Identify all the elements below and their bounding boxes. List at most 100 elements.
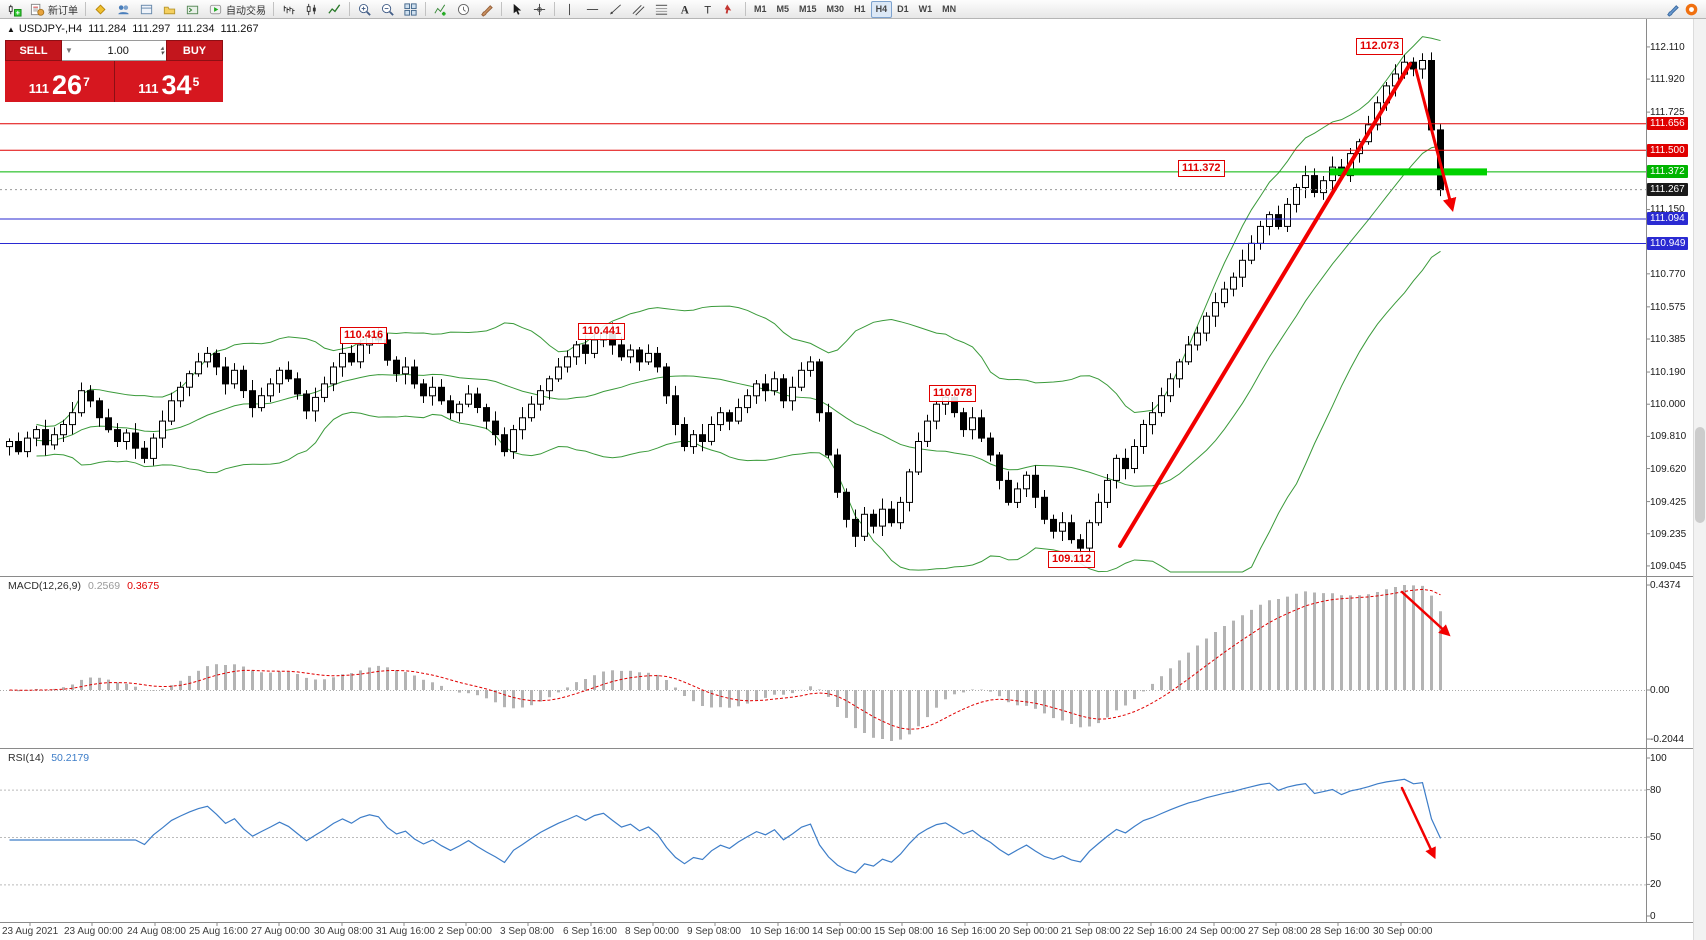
new-order-button-label: 新订单 [48,5,78,17]
volume-value[interactable]: 1.00 [107,44,129,57]
collapse-quotes-icon[interactable]: ▲ [7,25,15,34]
timeframe-m15-button[interactable]: M15 [799,4,817,14]
symbol-info-line: ▲ USDJPY-,H4 111.284 111.297 111.234 111.267 [7,23,265,35]
main-toolbar: 新订单 自动交易 A T M1 M5 M15 M30 H1 H4 D1 W1 MN [0,0,1706,19]
tile-windows-icon [403,2,418,17]
line-chart-icon [327,2,342,17]
ohlc-low: 111.234 [176,23,215,35]
toolbar-separator [273,2,274,16]
text-label-button[interactable]: T [696,1,719,18]
candle-chart-icon [304,2,319,17]
zoom-out-button[interactable] [376,1,399,18]
macd-signal-line [9,588,1441,730]
ohlc-close: 111.267 [220,23,259,35]
crosshair-button[interactable] [528,1,551,18]
sell-price[interactable]: 111 26 7 [5,61,115,102]
vertical-line-button[interactable] [558,1,581,18]
macd-histogram [0,585,1646,741]
periods-button[interactable] [452,1,475,18]
timeframe-mn-button[interactable]: MN [942,4,957,14]
arrows-button[interactable] [719,1,742,18]
zoom-in-button[interactable] [353,1,376,18]
bollinger-bands [36,36,1441,573]
timeframe-m5-button[interactable]: M5 [776,4,790,14]
timeframe-w1-button[interactable]: W1 [918,4,933,14]
rsi-name: RSI(14) [8,752,45,764]
new-chart-button[interactable] [3,1,26,18]
toolbar-separator [501,2,502,16]
trendline-button[interactable] [604,1,627,18]
buy-price-pips: 34 [161,70,192,100]
vertical-scrollbar[interactable] [1693,19,1706,940]
timeframe-h4-button[interactable]: H4 [870,0,893,18]
trend-annotations [1118,62,1457,860]
zoom-in-icon [357,2,372,17]
equidistant-channel-button[interactable] [627,1,650,18]
buy-button[interactable]: BUY [166,40,223,61]
zoom-out-icon [380,2,395,17]
buy-price-point: 5 [192,75,200,89]
macd-down-arrow [1400,590,1451,637]
trendline-icon [608,2,623,17]
timeframe-h1-button[interactable]: H1 [854,4,866,14]
symbols-button[interactable] [89,1,112,18]
new-order-button[interactable]: 新订单 [26,1,82,18]
data-window-icon [139,2,154,17]
toolbar-separator [85,2,86,16]
ohlc-high: 111.297 [132,23,171,35]
sell-button[interactable]: SELL [5,40,62,61]
text-button[interactable]: A [673,1,696,18]
volume-stepper[interactable]: ▼ 1.00 ▴ ▾ [62,40,166,61]
toolbar-separator [554,2,555,16]
notification-icon[interactable] [1684,2,1699,17]
one-click-trading-panel: SELL ▼ 1.00 ▴ ▾ BUY 111 26 7 111 34 5 [5,40,223,102]
navigator-button[interactable] [158,1,181,18]
timeframe-m30-button[interactable]: M30 [826,4,845,14]
symbols-icon [93,2,108,17]
scrollbar-thumb[interactable] [1695,427,1705,523]
navigator-icon [162,2,177,17]
candle-chart-button[interactable] [300,1,323,18]
timeframe-d1-button[interactable]: D1 [897,4,909,14]
rsi-panel [0,778,1646,886]
horizontal-line-button[interactable] [581,1,604,18]
volume-dropdown-icon[interactable]: ▼ [65,46,73,55]
rsi-down-arrow [1400,786,1436,860]
periods-icon [456,2,471,17]
autotrading-button[interactable]: 自动交易 [204,1,270,18]
ohlc-open: 111.284 [88,23,127,35]
indicators-icon [433,2,448,17]
volume-down-arrow[interactable]: ▾ [160,49,164,57]
templates-button[interactable] [475,1,498,18]
autotrading-icon [208,2,223,17]
fibonacci-icon [654,2,669,17]
symbol-name: USDJPY-,H4 [18,23,83,35]
terminal-icon [185,2,200,17]
sell-price-pips: 26 [52,70,83,100]
thick-green-support-bar [1330,168,1487,176]
market-watch-button[interactable] [112,1,135,18]
toolbar-separator [745,2,746,16]
fibonacci-button[interactable] [650,1,673,18]
arrows-icon [723,2,738,17]
vline-icon [562,2,577,17]
buy-price[interactable]: 111 34 5 [114,61,223,102]
quick-style-button[interactable] [1665,2,1680,17]
hline-icon [585,2,600,17]
buy-price-handle: 111 [138,81,159,96]
data-window-button[interactable] [135,1,158,18]
panel-separators [0,19,1706,926]
cursor-button[interactable] [505,1,528,18]
indicators-button[interactable] [429,1,452,18]
timeframe-m1-button[interactable]: M1 [754,4,767,14]
volume-up-arrow[interactable]: ▴ [160,44,164,52]
tile-windows-button[interactable] [399,1,422,18]
trend-up-line [1118,62,1412,548]
bar-chart-button[interactable] [277,1,300,18]
terminal-button[interactable] [181,1,204,18]
label-icon: T [700,2,715,17]
rsi-line [9,778,1442,874]
macd-name: MACD(12,26,9) [8,580,81,592]
line-chart-button[interactable] [323,1,346,18]
